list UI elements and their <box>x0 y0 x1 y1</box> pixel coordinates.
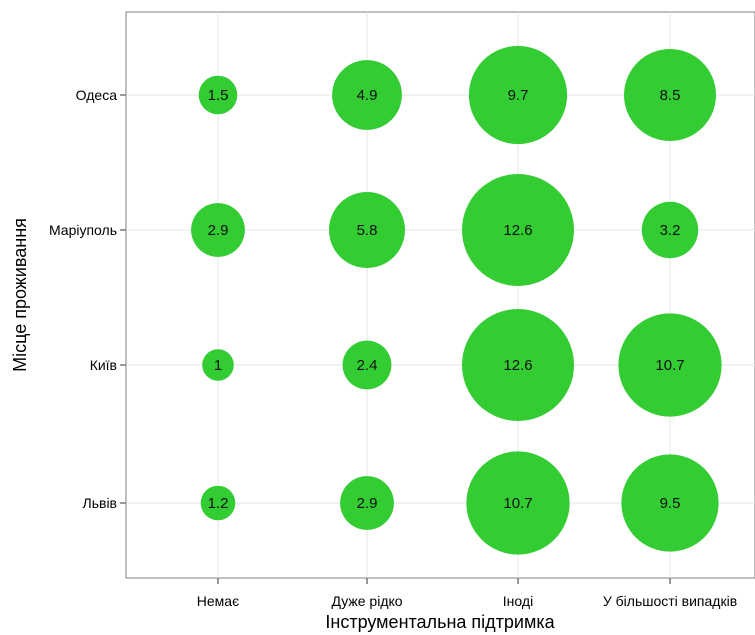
bubble-label: 9.5 <box>660 495 681 512</box>
y-axis-title: Місце проживання <box>10 218 30 372</box>
bubble <box>618 313 722 417</box>
bubble-label: 4.9 <box>357 87 378 104</box>
x-axis: Немає Дуже рідко Іноді У більшості випадків <box>197 578 737 609</box>
bubble-label: 5.8 <box>357 222 378 239</box>
bubble-label: 2.9 <box>357 495 378 512</box>
y-axis: Одеса Маріуполь Київ Львів <box>49 87 126 511</box>
y-tick-label: Київ <box>90 357 117 373</box>
bubble <box>191 203 245 257</box>
bubble <box>198 75 238 115</box>
bubble <box>466 451 570 555</box>
bubble-label: 3.2 <box>660 222 681 239</box>
bubble-label: 10.7 <box>503 495 532 512</box>
x-tick-label: У більшості випадків <box>603 593 737 609</box>
bubble <box>462 309 574 421</box>
y-tick-label: Львів <box>83 495 117 511</box>
bubble <box>621 454 719 552</box>
x-tick-label: Іноді <box>503 593 533 609</box>
bubble <box>624 49 716 141</box>
bubble <box>641 201 699 259</box>
bubble <box>200 485 236 521</box>
bubble-label: 10.7 <box>655 357 684 374</box>
bubble-label: 1 <box>214 357 222 374</box>
x-tick-label: Дуже рідко <box>331 593 402 609</box>
bubble <box>329 192 405 268</box>
bubble-label: 1.5 <box>208 87 229 104</box>
y-tick-label: Маріуполь <box>49 222 117 238</box>
bubble <box>202 349 234 381</box>
bubble-label: 8.5 <box>660 87 681 104</box>
y-tick-label: Одеса <box>76 87 118 103</box>
bubble <box>332 60 402 130</box>
x-axis-title: Інструментальна підтримка <box>325 612 555 632</box>
bubble-layer: 1.5 4.9 9.7 8.5 2.9 5.8 12.6 3.2 1 2.4 12.6 10.7 1.2… <box>191 45 722 555</box>
bubble <box>342 340 392 390</box>
bubble <box>462 174 574 286</box>
bubble-label: 12.6 <box>503 222 532 239</box>
bubble-label: 2.9 <box>208 222 229 239</box>
bubble <box>340 476 394 530</box>
bubble-label: 1.2 <box>208 495 229 512</box>
bubble-label: 2.4 <box>357 357 378 374</box>
bubble-label: 12.6 <box>503 357 532 374</box>
x-tick-label: Немає <box>197 593 239 609</box>
bubble-label: 9.7 <box>508 87 529 104</box>
bubble <box>468 45 568 145</box>
